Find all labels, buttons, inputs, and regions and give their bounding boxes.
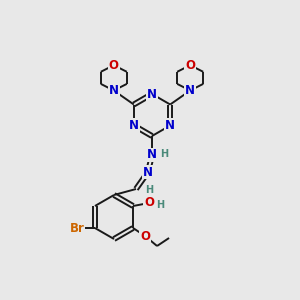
Text: H: H (160, 149, 168, 159)
Text: N: N (165, 119, 175, 132)
Text: O: O (144, 196, 154, 209)
Text: N: N (185, 84, 195, 97)
Text: O: O (185, 59, 195, 72)
Text: N: N (109, 84, 119, 97)
Text: N: N (143, 166, 153, 178)
Text: O: O (109, 59, 119, 72)
Text: N: N (147, 148, 157, 161)
Text: H: H (145, 185, 153, 195)
Text: N: N (129, 119, 139, 132)
Text: O: O (140, 230, 150, 242)
Text: N: N (147, 88, 157, 100)
Text: Br: Br (70, 221, 84, 235)
Text: H: H (156, 200, 164, 210)
